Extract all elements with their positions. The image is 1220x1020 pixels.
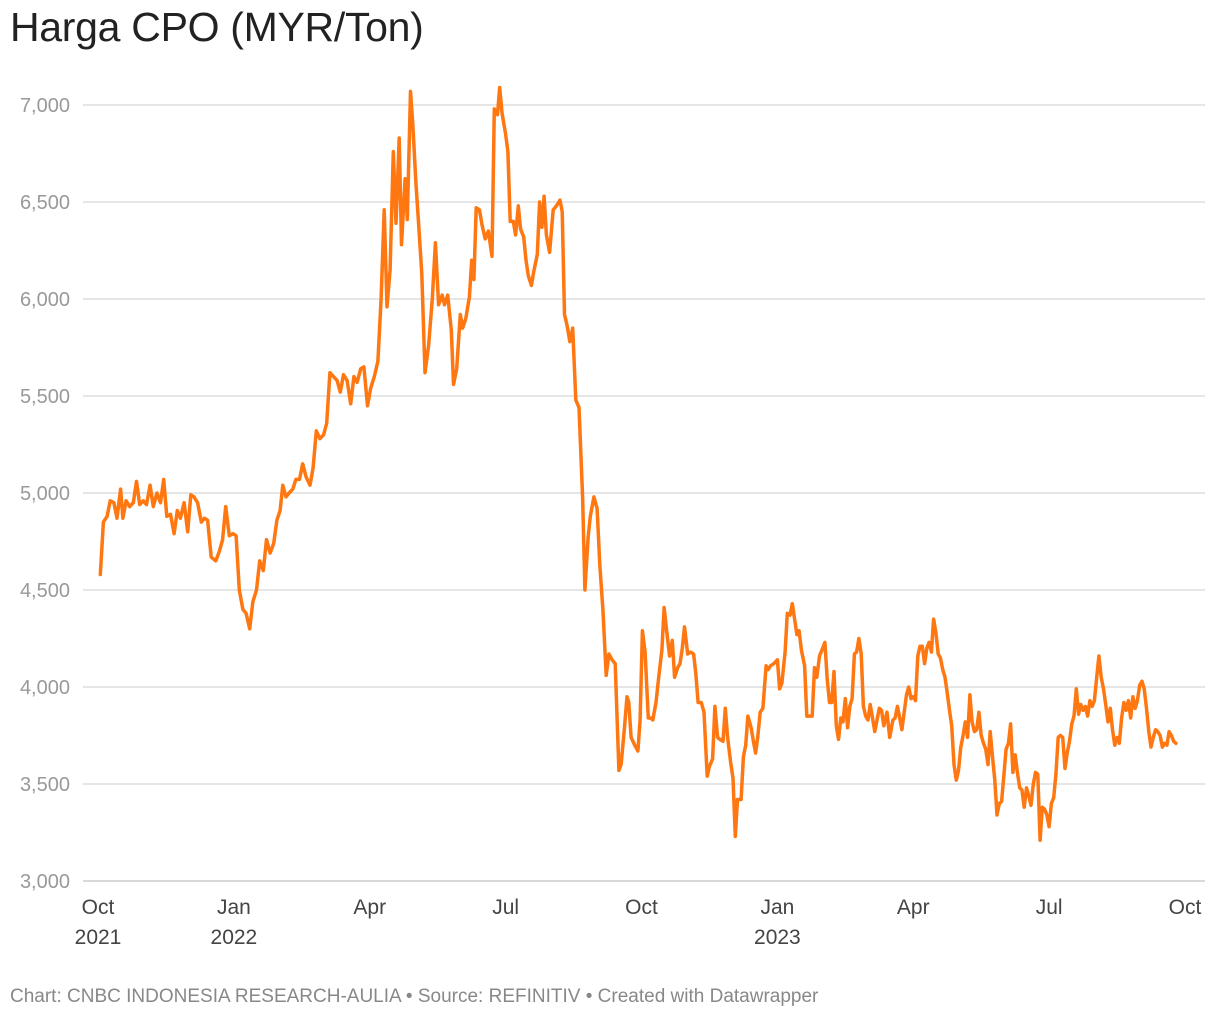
y-tick-label: 3,000	[20, 871, 70, 893]
x-tick-label: Jan	[217, 896, 251, 919]
x-tick-label: Apr	[897, 896, 930, 919]
line-chart: 3,000 3,500 4,000 4,500 5,000 5,500 6,000 6,500…	[20, 85, 1205, 949]
x-tick-label: Oct	[625, 896, 658, 919]
series-line-harga-cpo	[98, 85, 1178, 843]
x-tick-label: Oct	[1169, 896, 1202, 919]
x-tick-year-label: 2022	[211, 926, 258, 949]
x-tick-year-label: 2023	[754, 926, 801, 949]
x-tick-year-label: 2021	[75, 926, 122, 949]
chart-area: 3,000 3,500 4,000 4,500 5,000 5,500 6,000 6,500…	[0, 60, 1220, 960]
x-tick-label: Apr	[353, 896, 386, 919]
y-tick-label: 6,500	[20, 192, 70, 214]
chart-footer: Chart: CNBC INDONESIA RESEARCH-AULIA • S…	[10, 986, 819, 1007]
y-tick-label: 4,000	[20, 677, 70, 699]
y-tick-label: 6,000	[20, 289, 70, 311]
y-tick-label: 3,500	[20, 774, 70, 796]
x-tick-label: Jul	[492, 896, 519, 919]
x-tick-label: Oct	[82, 896, 115, 919]
y-tick-label: 7,000	[20, 95, 70, 117]
chart-title: Harga CPO (MYR/Ton)	[10, 4, 424, 50]
x-tick-label: Jul	[1036, 896, 1063, 919]
y-tick-label: 4,500	[20, 580, 70, 602]
y-tick-label: 5,500	[20, 386, 70, 408]
y-tick-label: 5,000	[20, 483, 70, 505]
x-tick-label: Jan	[760, 896, 794, 919]
